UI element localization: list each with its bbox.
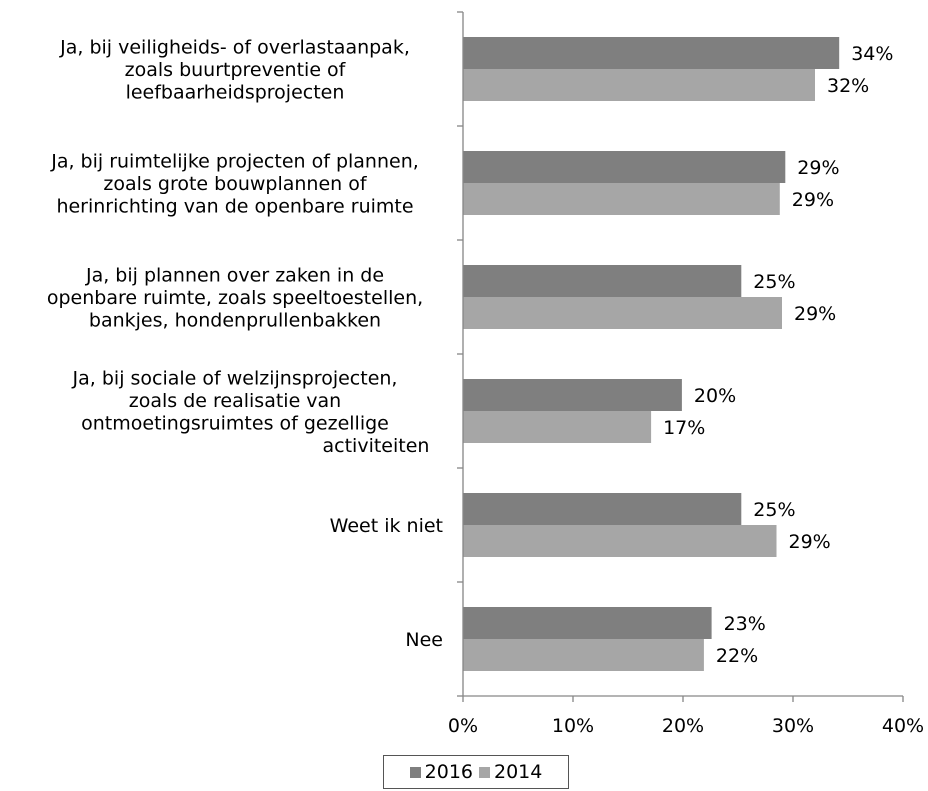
data-label-2014-1: 29% bbox=[792, 189, 834, 211]
category-label-4: Weet ik niet bbox=[330, 515, 443, 537]
category-label-line: openbare ruimte, zoals speeltoestellen, bbox=[47, 287, 423, 309]
data-label-2014-5: 22% bbox=[716, 645, 758, 667]
data-label-2016-4: 25% bbox=[753, 499, 795, 521]
bar-2016-0 bbox=[463, 37, 840, 69]
category-label-line: Ja, bij veiligheids- of overlastaanpak, bbox=[59, 37, 410, 59]
category-label-1: Ja, bij ruimtelijke projecten of plannen… bbox=[50, 151, 419, 218]
data-label-2016-3: 20% bbox=[694, 385, 736, 407]
x-tick-label: 20% bbox=[662, 715, 704, 737]
data-label-2014-0: 32% bbox=[827, 75, 869, 97]
data-label-2016-1: 29% bbox=[797, 157, 839, 179]
bar-2014-2 bbox=[463, 297, 782, 329]
legend-swatch-2016 bbox=[409, 766, 421, 778]
bar-2016-4 bbox=[463, 493, 742, 525]
category-label-line: Ja, bij plannen over zaken in de bbox=[85, 265, 384, 287]
legend-label-2014: 2014 bbox=[494, 761, 543, 783]
category-label-line: zoals grote bouwplannen of bbox=[103, 173, 367, 195]
data-label-2014-2: 29% bbox=[794, 303, 836, 325]
data-label-2016-0: 34% bbox=[851, 43, 893, 65]
category-label-line: Nee bbox=[405, 629, 443, 651]
bar-2016-2 bbox=[463, 265, 742, 297]
bar-2016-1 bbox=[463, 151, 786, 183]
category-label-line: Ja, bij sociale of welzijnsprojecten, bbox=[72, 367, 398, 389]
category-label-line: activiteiten bbox=[323, 435, 430, 457]
category-label-3: Ja, bij sociale of welzijnsprojecten, zoa… bbox=[72, 367, 430, 457]
category-label-line: Weet ik niet bbox=[330, 515, 443, 537]
x-tick-label: 30% bbox=[772, 715, 814, 737]
bar-2014-4 bbox=[463, 525, 777, 557]
legend-item-2014: 2014 bbox=[479, 761, 542, 783]
data-label-2016-2: 25% bbox=[753, 271, 795, 293]
data-label-2014-3: 17% bbox=[663, 417, 705, 439]
data-label-2016-5: 23% bbox=[724, 613, 766, 635]
legend-label-2016: 2016 bbox=[424, 761, 473, 783]
category-label-line: ontmoetingsruimtes of gezellige bbox=[81, 412, 389, 434]
category-label-line: Ja, bij ruimtelijke projecten of plannen… bbox=[50, 151, 419, 173]
data-label-2014-4: 29% bbox=[789, 531, 831, 553]
category-label-0: Ja, bij veiligheids- of overlastaanpak, z… bbox=[59, 37, 410, 104]
bar-2014-0 bbox=[463, 69, 815, 101]
bar-2016-3 bbox=[463, 379, 682, 411]
x-tick-label: 0% bbox=[448, 715, 478, 737]
legend-item-2016: 2016 bbox=[409, 761, 473, 783]
category-label-line: leefbaarheidsprojecten bbox=[126, 82, 345, 104]
category-label-line: bankjes, hondenprullenbakken bbox=[89, 310, 381, 332]
bar-2014-3 bbox=[463, 411, 652, 443]
legend-swatch-2014 bbox=[479, 766, 490, 778]
x-tick-label: 10% bbox=[552, 715, 594, 737]
category-label-2: Ja, bij plannen over zaken in de openbare… bbox=[47, 265, 423, 332]
category-label-line: herinrichting van de openbare ruimte bbox=[56, 196, 413, 218]
category-label-line: zoals buurtpreventie of bbox=[125, 59, 347, 81]
category-label-line: zoals de realisatie van bbox=[129, 390, 341, 412]
bar-2014-1 bbox=[463, 183, 780, 215]
category-label-5: Nee bbox=[405, 629, 443, 651]
legend: 2016 2014 bbox=[383, 755, 569, 789]
bar-2014-5 bbox=[463, 639, 704, 671]
bar-2016-5 bbox=[463, 607, 712, 639]
x-tick-label: 40% bbox=[882, 715, 924, 737]
